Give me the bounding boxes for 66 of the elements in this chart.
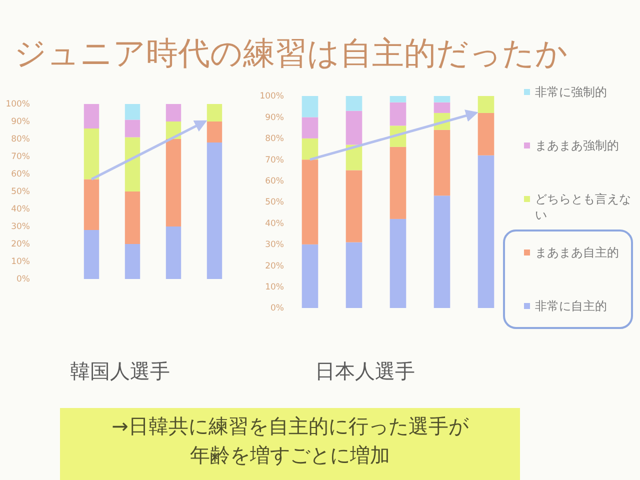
x-axis-title: 韓国人選手 <box>70 359 170 383</box>
bar <box>346 170 362 242</box>
y-tick-label: 0% <box>16 274 30 285</box>
y-tick-label: 20% <box>11 240 30 250</box>
bar <box>478 112 494 156</box>
bar <box>84 128 100 180</box>
x-axis-title: 日本人選手 <box>315 359 415 383</box>
y-tick-label: 90% <box>265 112 284 123</box>
y-tick-label: 70% <box>11 152 30 162</box>
bar <box>124 137 140 192</box>
legend-label: どちらとも言えない <box>535 192 631 222</box>
bar <box>434 196 450 308</box>
y-tick-label: 30% <box>265 240 284 250</box>
legend-label: まあまあ強制的 <box>535 138 619 152</box>
bar <box>478 96 494 113</box>
bar <box>478 155 494 308</box>
legend-label: 非常に強制的 <box>535 85 607 99</box>
y-tick-label: 30% <box>11 222 30 232</box>
y-tick-label: 20% <box>265 261 284 272</box>
legend-label: 非常に自主的 <box>535 299 607 313</box>
bar <box>124 104 140 120</box>
y-tick-label: 100% <box>6 100 30 110</box>
bar <box>434 102 450 113</box>
bar <box>390 102 406 126</box>
y-tick-label: 100% <box>260 92 284 102</box>
y-tick-label: 50% <box>11 187 30 198</box>
bar <box>124 192 140 244</box>
y-tick-label: 10% <box>265 282 284 293</box>
y-tick-label: 90% <box>11 117 30 128</box>
legend-label: まあまあ自主的 <box>535 246 619 260</box>
bar <box>124 120 140 138</box>
y-tick-label: 80% <box>11 134 30 145</box>
bar <box>302 244 318 308</box>
bar <box>124 244 140 279</box>
bar <box>302 117 318 138</box>
y-tick-label: 60% <box>11 170 30 180</box>
y-tick-label: 40% <box>265 218 284 229</box>
y-tick-label: 40% <box>11 204 30 215</box>
bar <box>302 160 318 244</box>
y-tick-label: 10% <box>11 257 30 268</box>
bar <box>84 179 100 230</box>
bar <box>434 130 450 196</box>
bar <box>84 104 100 128</box>
bar <box>434 96 450 102</box>
bar <box>390 96 406 102</box>
y-tick-label: 60% <box>265 176 284 187</box>
y-tick-label: 70% <box>265 155 284 166</box>
bar <box>166 139 182 226</box>
bar <box>166 104 182 122</box>
bar <box>206 142 222 279</box>
bar <box>302 138 318 160</box>
bar <box>84 230 100 279</box>
y-tick-label: 80% <box>265 134 284 144</box>
bar <box>346 96 362 111</box>
bar <box>302 96 318 118</box>
text: →日韓共に練習を自主的に行った選手が年齢を増すごとに増加 <box>112 414 470 467</box>
bar <box>346 242 362 308</box>
y-tick-label: 0% <box>270 304 284 314</box>
bar <box>390 218 406 308</box>
bar <box>206 122 222 142</box>
bar <box>206 104 222 122</box>
bar <box>390 146 406 219</box>
bar <box>166 226 182 279</box>
y-tick-label: 50% <box>265 198 284 208</box>
bar <box>346 110 362 145</box>
chart-title: ジュニア時代の練習は自主的だったか <box>14 34 568 72</box>
